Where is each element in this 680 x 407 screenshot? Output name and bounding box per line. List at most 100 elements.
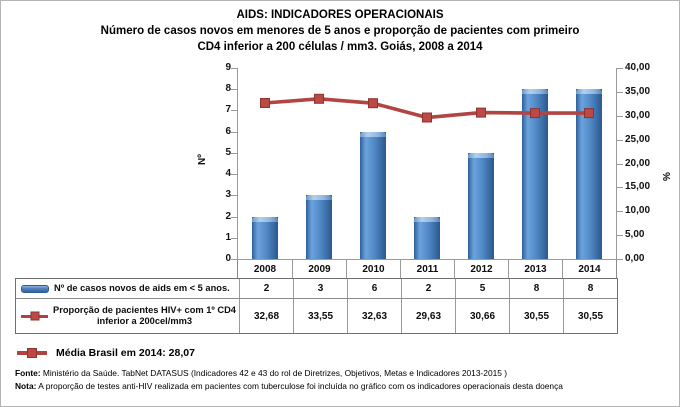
left-axis-tick-label: 2	[225, 210, 231, 222]
x-axis-category-label: 2008	[253, 263, 277, 275]
footer: Fonte: Ministério da Saúde. TabNet DATAS…	[15, 367, 669, 393]
x-axis-category-label: 2012	[454, 260, 508, 278]
line-marker	[530, 108, 540, 119]
x-axis-category-row: 2008 2009 2010 2011 2012 2013 2014	[237, 260, 617, 278]
left-axis-line	[237, 68, 238, 260]
table-value-cell: 29,63	[401, 299, 455, 333]
left-axis-tick-label: 6	[225, 125, 231, 137]
left-axis-tick-label: 3	[225, 189, 231, 201]
left-axis-tick-mark	[231, 152, 237, 154]
right-axis-tick-mark	[617, 115, 623, 117]
right-axis-tick-label: 15,00	[625, 181, 651, 193]
bar-series-label: Nº de casos novos de aids em < 5 anos.	[54, 283, 230, 293]
table-value-cell: 3	[293, 279, 347, 298]
chart-subtitle-line2: CD4 inferior a 200 células / mm3. Goiás,…	[197, 41, 483, 53]
data-table: Nº de casos novos de aids em < 5 anos. 2…	[15, 278, 618, 334]
x-axis-category-label: 2010	[346, 260, 400, 278]
left-axis-tick-label: 8	[225, 83, 231, 95]
left-axis-tick-mark	[231, 216, 237, 218]
bar	[414, 216, 440, 259]
right-axis-tick-label: 5,00	[625, 229, 645, 241]
table-value-cell: 5	[455, 279, 509, 298]
plot-area	[238, 68, 616, 259]
media-brasil-key-icon	[17, 351, 47, 355]
left-axis-tick-mark	[231, 174, 237, 176]
left-axis-tick-mark	[231, 131, 237, 133]
right-axis-line	[616, 68, 617, 260]
left-axis-tick-mark	[231, 68, 237, 69]
line-marker	[314, 93, 324, 104]
chart-title: AIDS: INDICADORES OPERACIONAIS	[236, 9, 444, 21]
table-value-cell: 33,55	[293, 299, 347, 333]
left-axis-tick-mark	[231, 110, 237, 112]
x-axis-category-label: 2011	[400, 260, 454, 278]
left-axis-tick-mark	[231, 237, 237, 239]
table-row: Nº de casos novos de aids em < 5 anos. 2…	[16, 279, 617, 299]
right-axis-tick-label: 10,00	[625, 205, 651, 217]
table-value-cell: 6	[347, 279, 401, 298]
table-row-label-cell: Nº de casos novos de aids em < 5 anos.	[16, 279, 239, 298]
table-value-cell: 8	[563, 279, 617, 298]
table-value-cell: 8	[509, 279, 563, 298]
right-axis-tick-label: 25,00	[625, 133, 651, 145]
line-marker	[422, 112, 432, 123]
left-axis-tick-label: 0	[225, 253, 231, 264]
right-axis-tick-mark	[617, 259, 623, 260]
legend: Média Brasil em 2014: 28,07	[17, 347, 195, 359]
bar-series-key-icon	[21, 284, 49, 293]
left-axis-tick-label: 4	[225, 168, 231, 180]
right-axis-tick-mark	[617, 211, 623, 213]
line-marker	[476, 107, 486, 118]
right-axis-tick-mark	[617, 91, 623, 93]
table-value-cell: 30,55	[509, 299, 563, 333]
media-brasil-label: Média Brasil em 2014: 28,07	[56, 347, 195, 359]
right-axis-tick-mark	[617, 68, 623, 69]
table-row-values: 32,68 33,55 32,63 29,63 30,66 30,55 30,55	[239, 299, 617, 333]
right-axis-tick-mark	[617, 163, 623, 165]
right-axis-tick-mark	[617, 187, 623, 189]
x-axis-category-label: 2014	[562, 260, 616, 278]
right-axis-tick-mark	[617, 139, 623, 141]
left-axis-tick-label: 9	[225, 62, 231, 73]
left-axis-tick-mark	[231, 259, 237, 260]
left-axis-tick-mark	[231, 195, 237, 197]
source-text: Ministério da Saúde. TabNet DATASUS (Ind…	[40, 368, 508, 378]
chart-subtitle-line1: Número de casos novos em menores de 5 an…	[100, 25, 580, 37]
source-prefix: Fonte:	[15, 368, 41, 378]
table-value-cell: 32,68	[239, 299, 293, 333]
footnote-text: A proporção de testes anti-HIV realizada…	[36, 381, 563, 391]
x-axis-line	[237, 259, 617, 260]
table-value-cell: 30,55	[563, 299, 617, 333]
bar	[468, 152, 494, 259]
right-axis-tick-label: 30,00	[625, 109, 651, 121]
right-axis-tick-mark	[617, 235, 623, 237]
bar	[360, 131, 386, 259]
left-axis-tick-label: 1	[225, 231, 231, 243]
bar	[252, 216, 278, 259]
footnote-prefix: Nota:	[15, 381, 37, 391]
line-marker	[260, 98, 270, 108]
right-axis-tick-label: 20,00	[625, 157, 651, 169]
table-row: Proporção de pacientes HIV+ com 1º CD4 i…	[16, 299, 617, 333]
left-axis-tick-mark	[231, 89, 237, 91]
title-block: AIDS: INDICADORES OPERACIONAIS Número de…	[1, 7, 679, 55]
x-axis-category-label: 2009	[292, 260, 346, 278]
source-note: Fonte: Ministério da Saúde. TabNet DATAS…	[15, 367, 669, 380]
right-axis-tick-label: 40,00	[625, 62, 651, 73]
x-axis-category-label: 2013	[508, 260, 562, 278]
table-value-cell: 30,66	[455, 299, 509, 333]
line-marker	[368, 98, 378, 109]
left-axis-tick-label: 7	[225, 104, 231, 116]
table-value-cell: 32,63	[347, 299, 401, 333]
right-axis-tick-label: 35,00	[625, 85, 651, 97]
line-series	[260, 93, 594, 123]
line-marker	[584, 108, 594, 119]
line-series-label: Proporção de pacientes HIV+ com 1º CD4 i…	[53, 305, 236, 326]
left-axis-tick-label: 5	[225, 146, 231, 158]
bar	[306, 195, 332, 259]
right-axis-tick-label: 0,00	[625, 253, 645, 264]
footnote: Nota: A proporção de testes anti-HIV rea…	[15, 380, 669, 393]
table-value-cell: 2	[239, 279, 293, 298]
